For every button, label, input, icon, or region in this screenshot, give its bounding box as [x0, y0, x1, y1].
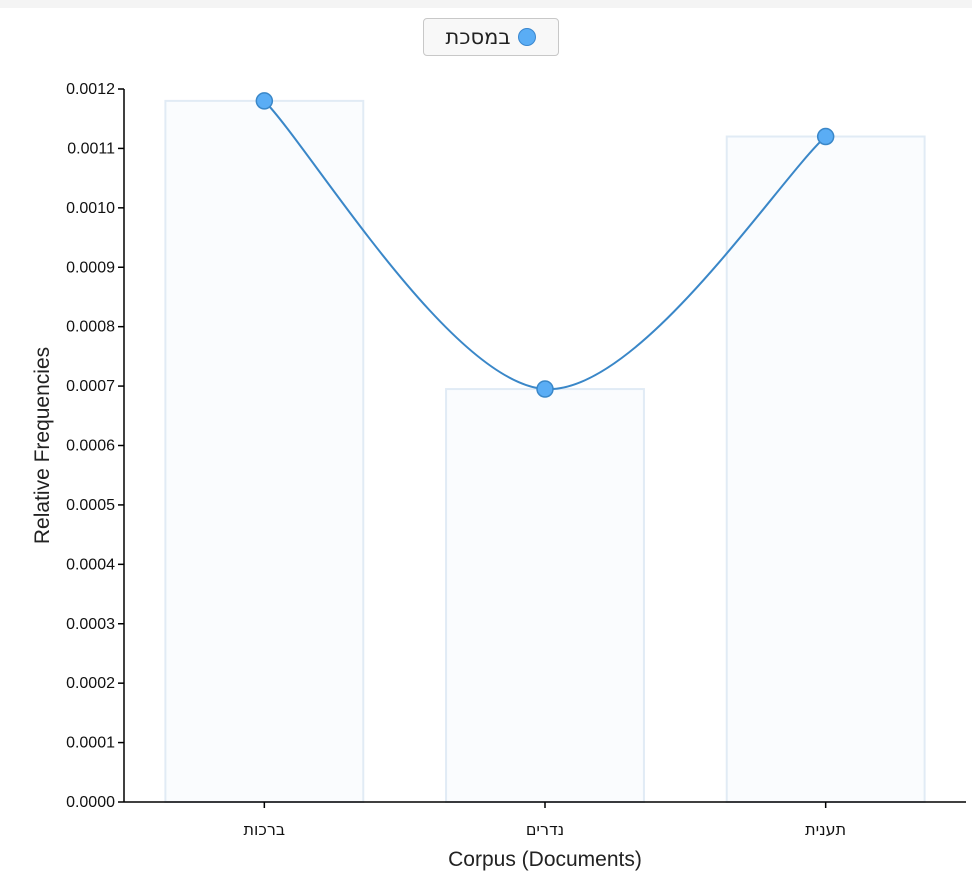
x-tick-label: ברכות — [244, 820, 286, 839]
y-tick-label: 0.0006 — [66, 438, 115, 455]
bar — [164, 99, 365, 803]
y-tick-label: 0.0008 — [66, 319, 115, 336]
data-point — [536, 380, 554, 398]
y-tick-label: 0.0003 — [66, 616, 115, 633]
x-axis-title: Corpus (Documents) — [448, 848, 642, 871]
y-axis: 0.0000 0.0001 0.0002 0.0003 0.0004 0.0005 0.00… — [66, 81, 125, 811]
y-tick-label: 0.0000 — [66, 794, 115, 811]
legend-marker-icon — [518, 28, 537, 46]
x-tick-label: תענית — [805, 820, 846, 839]
y-tick-label: 0.0004 — [66, 556, 115, 573]
y-tick-label: 0.0007 — [66, 378, 115, 395]
bars-group — [164, 99, 926, 804]
legend-item-series[interactable]: במסכת — [423, 18, 559, 56]
y-tick-label: 0.0009 — [66, 259, 115, 276]
y-tick-label: 0.0010 — [66, 200, 115, 217]
y-tick-label: 0.0012 — [66, 81, 115, 98]
y-tick-label: 0.0005 — [66, 497, 115, 514]
x-tick-label: נדרים — [526, 820, 564, 839]
x-axis: ברכות נדרים תענית — [124, 801, 966, 839]
data-point — [816, 127, 835, 146]
bar — [725, 135, 926, 804]
legend-label: במסכת — [445, 25, 511, 49]
y-tick-label: 0.0002 — [66, 675, 115, 692]
bar — [445, 388, 645, 803]
top-bar — [0, 0, 972, 8]
points-group — [255, 92, 835, 398]
data-point — [255, 92, 274, 110]
y-tick-label: 0.0011 — [67, 140, 115, 157]
y-axis-title: Relative Frequencies — [31, 347, 54, 544]
y-tick-label: 0.0001 — [66, 735, 115, 752]
